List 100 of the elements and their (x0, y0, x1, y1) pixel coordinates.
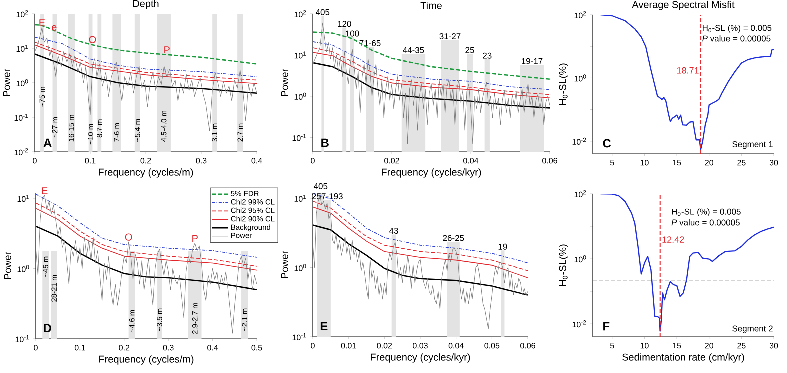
x-tick-label: 0.04 (448, 343, 464, 349)
y-tick-label: 10$^{0}$ (294, 92, 306, 100)
y-axis-title: Power (4, 252, 12, 280)
band-label: 100 (346, 30, 360, 37)
y-tick-label: 10$^{0}$ (16, 79, 28, 87)
x-tick-label: 0.06 (542, 158, 558, 164)
x-tick-label: 5 (610, 343, 614, 349)
annotation: E (40, 20, 46, 27)
x-tick-label: 10 (640, 343, 649, 349)
annotation: H$_{0}$-SL (%) = 0.005 (702, 24, 772, 33)
x-tick-label: 0.02 (377, 343, 392, 349)
x-tick-label: 20 (705, 343, 714, 349)
line-series (600, 15, 774, 150)
band-label: 26-25 (443, 235, 464, 242)
band-label: 19 (498, 244, 508, 250)
y-axis-title: H$_{0}$-SL(%) (559, 64, 568, 106)
band-label: 120 (338, 21, 352, 28)
x-axis-title: Frequency (cycles/m) (100, 356, 194, 365)
annotation: E (320, 322, 328, 331)
annotation: P (192, 235, 198, 242)
x-tick-label: 0.1 (74, 345, 86, 351)
y-tick-label: 10$^{2}$ (16, 10, 28, 18)
band-label: 31-27 (440, 34, 461, 40)
chart-title: Time (420, 2, 442, 10)
chart-title: Average Spectral Misfit (632, 0, 735, 10)
y-axis-title: Power (281, 68, 288, 96)
x-tick-label: 0.2 (119, 345, 130, 351)
x-tick-label: 15 (673, 160, 682, 166)
y-tick-label: 10$^{-1}$ (16, 335, 30, 343)
x-axis-title: Frequency (cycles/m) (99, 168, 194, 178)
x-tick-label: 0.4 (252, 158, 262, 164)
band-label: 43 (389, 228, 398, 234)
x-tick-label: 0.04 (464, 158, 479, 164)
x-tick-label: 0 (311, 158, 315, 164)
band-label: 405 (314, 183, 328, 190)
annotation: P (164, 46, 170, 54)
annotation: A (44, 138, 52, 148)
x-tick-label: 0.06 (520, 343, 536, 349)
y-tick-label: 10$^{-1}$ (14, 114, 28, 122)
annotation: Segment 1 (732, 141, 773, 150)
y-axis-title: Power (3, 68, 10, 96)
annotation: D (44, 324, 52, 332)
band-label: 25 (466, 47, 474, 54)
annotation: O (89, 36, 96, 44)
x-tick-label: 0.1 (85, 158, 96, 164)
annotation: O (125, 234, 132, 241)
line-series (313, 32, 550, 80)
x-tick-label: 0.02 (384, 158, 400, 164)
y-tick-label: 10$^{0}$ (574, 74, 586, 82)
line-series (600, 194, 774, 332)
y-tick-label: 10$^{-1}$ (292, 134, 306, 142)
y-tick-label: 10$^{0}$ (294, 264, 306, 272)
band-label: 23 (483, 52, 492, 59)
x-tick-label: 20 (705, 160, 714, 166)
annotation: B (322, 138, 329, 148)
x-tick-label: 25 (738, 343, 746, 349)
x-tick-label: 25 (738, 160, 746, 166)
y-tick-label: 10$^{1}$ (18, 195, 30, 202)
x-tick-label: 0.3 (196, 158, 207, 164)
annotation: e (52, 25, 57, 31)
line-series (313, 200, 528, 272)
x-tick-label: 0.5 (252, 345, 262, 351)
annotation: E (42, 188, 48, 194)
annotation: C (603, 139, 612, 148)
y-tick-label: 10$^{0}$ (18, 265, 30, 272)
x-tick-label: 0.3 (163, 345, 174, 351)
band-label: 19-17 (522, 58, 543, 64)
x-tick-label: 30 (770, 343, 778, 349)
x-tick-label: 10 (640, 160, 649, 166)
x-tick-label: 0.05 (484, 343, 500, 349)
y-tick-label: 10$^{1}$ (16, 44, 28, 52)
y-tick-label: 10$^{-2}$ (14, 148, 28, 156)
band-label: 71-65 (360, 40, 381, 46)
band-label: 44-35 (403, 47, 424, 54)
x-axis-title: Frequency (cycles/kyr) (371, 354, 470, 363)
band-label: 405 (316, 9, 330, 16)
x-tick-label: 0.4 (208, 345, 218, 351)
x-tick-label: 0 (33, 158, 37, 164)
x-tick-label: 0.03 (413, 343, 428, 349)
y-tick-label: 10$^{-1}$ (292, 333, 306, 341)
annotation: H$_{0}$-SL (%) = 0.005 (672, 208, 741, 217)
y-tick-label: 10$^{-2}$ (572, 320, 586, 328)
y-tick-label: 10$^{1}$ (294, 52, 306, 59)
y-axis-title: Power (281, 251, 288, 278)
x-tick-label: 0 (311, 343, 315, 349)
line-series (313, 193, 528, 264)
y-tick-label: 10$^{2}$ (294, 10, 306, 18)
x-tick-label: 0.01 (341, 343, 356, 349)
annotation: P value = 0.00005 (702, 36, 771, 42)
x-tick-label: 30 (770, 160, 778, 166)
x-tick-label: 0.2 (140, 158, 152, 164)
y-tick-label: 10$^{0}$ (574, 255, 586, 263)
ref-line-label: 18.71 (677, 67, 699, 74)
x-tick-label: 15 (673, 343, 682, 349)
line-series (313, 195, 528, 330)
y-tick-label: 10$^{2}$ (574, 190, 586, 198)
x-axis-title: Sedimentation rate (cm/kyr) (622, 354, 744, 363)
line-series (313, 42, 550, 90)
x-tick-label: 5 (610, 160, 614, 166)
annotation: F (604, 322, 610, 331)
